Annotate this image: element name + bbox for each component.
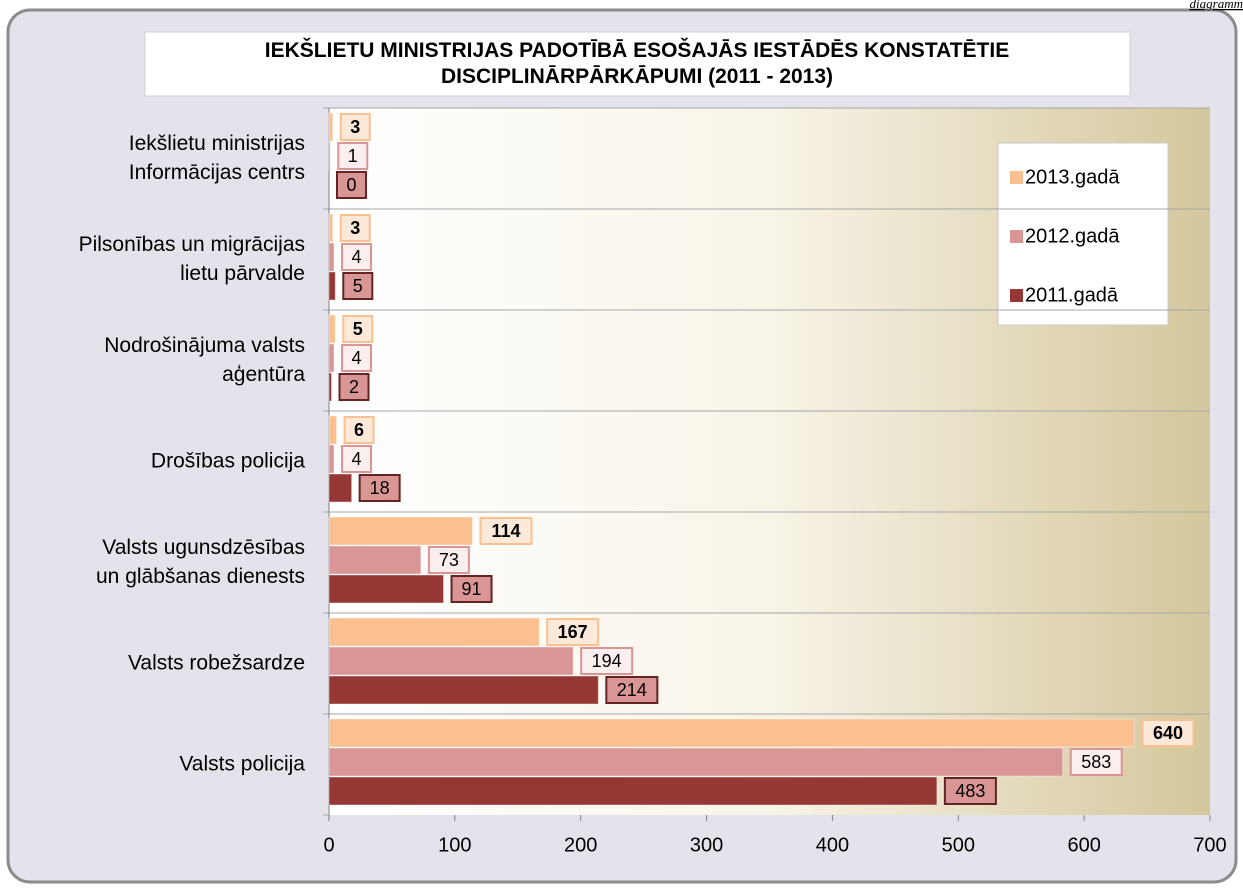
legend-swatch <box>1010 171 1023 184</box>
y-tick-label: Iekšlietu ministrijas Informācijas centrs <box>129 132 305 184</box>
legend <box>997 142 1169 326</box>
bar <box>328 617 540 647</box>
data-label: 18 <box>370 478 390 498</box>
data-label-box <box>1069 748 1123 776</box>
bar <box>328 776 938 806</box>
data-label-box <box>337 142 369 170</box>
data-label: 73 <box>439 550 459 570</box>
bar <box>328 415 338 445</box>
bar <box>328 343 335 373</box>
data-label: 5 <box>353 319 363 339</box>
data-label: 194 <box>592 651 622 671</box>
legend-label: 2011.gadā <box>1025 284 1119 306</box>
bar <box>328 574 445 604</box>
bar <box>328 112 334 142</box>
data-label-box <box>580 647 634 675</box>
annotation: diagramm <box>1190 0 1243 11</box>
data-label: 4 <box>352 247 362 267</box>
y-tick-label: Valsts robežsardze <box>128 651 305 674</box>
data-label: 4 <box>352 348 362 368</box>
data-label-box <box>341 344 373 372</box>
legend-label: 2012.gadā <box>1025 225 1120 247</box>
bar <box>328 718 1135 748</box>
bar <box>328 747 1064 777</box>
bar <box>328 473 353 503</box>
bar <box>328 271 336 301</box>
data-label-box <box>339 113 371 141</box>
x-tick-label: 200 <box>564 834 597 856</box>
bar <box>328 372 333 402</box>
data-label: 3 <box>350 218 360 238</box>
bar <box>328 141 331 171</box>
bar <box>328 242 335 272</box>
data-label-box <box>479 517 533 545</box>
data-label: 214 <box>617 680 647 700</box>
bar <box>328 213 334 243</box>
legend-swatch <box>1010 230 1023 243</box>
data-label: 5 <box>353 276 363 296</box>
bar <box>328 516 473 546</box>
data-label-box <box>341 445 373 473</box>
data-label: 2 <box>349 377 359 397</box>
data-label: 91 <box>462 579 482 599</box>
data-label: 3 <box>350 117 360 137</box>
data-label-box <box>605 676 659 704</box>
y-tick-label: Valsts policija <box>179 752 305 775</box>
data-label-box <box>339 214 371 242</box>
x-tick-label: 0 <box>323 834 334 856</box>
chart-title: IEKŠLIETU MINISTRIJAS PADOTĪBĀ ESOŠAJĀS … <box>265 38 1009 88</box>
data-label: 583 <box>1081 752 1111 772</box>
data-label-box <box>546 618 600 646</box>
x-tick-label: 600 <box>1067 834 1100 856</box>
data-label-box <box>1141 719 1195 747</box>
data-label: 167 <box>558 622 588 642</box>
x-tick-label: 400 <box>816 834 849 856</box>
data-label: 4 <box>352 449 362 469</box>
bar <box>328 675 599 705</box>
data-label: 114 <box>491 521 520 541</box>
bar <box>328 444 335 474</box>
data-label: 6 <box>354 420 364 440</box>
bar <box>328 314 336 344</box>
data-label: 483 <box>955 781 985 801</box>
x-tick-label: 500 <box>942 834 975 856</box>
data-label: 1 <box>348 146 358 166</box>
y-tick-label: Valsts ugunsdzēsības un glābšanas dienest… <box>96 536 305 588</box>
data-label-box <box>450 575 493 603</box>
title-box <box>144 31 1131 97</box>
x-tick-label: 300 <box>690 834 723 856</box>
data-label: 640 <box>1153 723 1183 743</box>
x-tick-label: 100 <box>438 834 471 856</box>
bar <box>328 646 574 676</box>
y-tick-label: Nodrošinājuma valsts aģentūra <box>104 334 305 386</box>
y-tick-label: Pilsonības un migrācijas lietu pārvalde <box>79 233 305 285</box>
data-label-box <box>336 171 367 199</box>
bar <box>328 545 422 575</box>
data-label-box <box>943 777 997 805</box>
y-tick-label: Drošības policija <box>151 449 305 472</box>
data-label-box <box>341 243 373 271</box>
data-label: 0 <box>346 175 356 195</box>
data-label-box <box>338 373 370 401</box>
data-label-box <box>427 546 470 574</box>
data-label-box <box>358 474 401 502</box>
x-tick-label: 700 <box>1193 834 1226 856</box>
data-label-box <box>342 272 374 300</box>
legend-swatch <box>1010 289 1023 302</box>
data-label-box <box>342 315 374 343</box>
legend-label: 2013.gadā <box>1025 166 1120 188</box>
data-label-box <box>343 416 375 444</box>
